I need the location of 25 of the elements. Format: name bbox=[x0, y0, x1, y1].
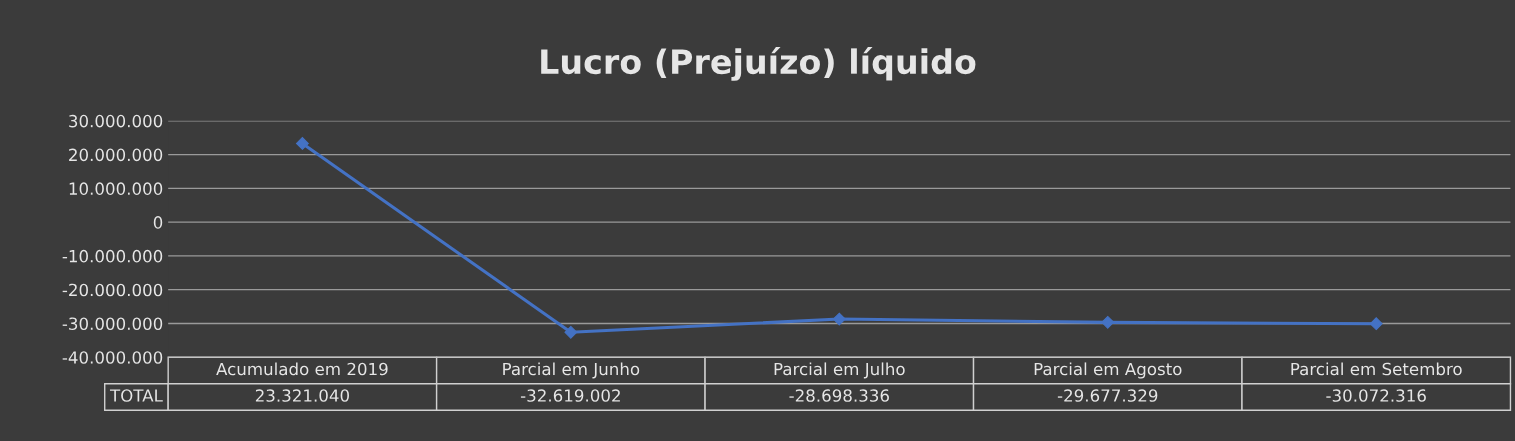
y-tick-label: 0 bbox=[153, 216, 163, 229]
chart-title: Lucro (Prejuízo) líquido bbox=[541, 47, 976, 81]
x-tick-label: Acumulado em 2019 bbox=[216, 362, 388, 376]
data-label: -32.619.002 bbox=[520, 389, 620, 402]
data-label: -30.072.316 bbox=[1326, 389, 1426, 402]
point bbox=[1369, 317, 1383, 331]
point bbox=[564, 325, 578, 339]
x-tick-label: Parcial em Junho bbox=[503, 362, 640, 379]
data-label: 23.321.040 bbox=[255, 389, 349, 402]
y-tick-label: -30.000.000 bbox=[62, 317, 163, 331]
point bbox=[832, 312, 846, 326]
x-tick-label: Parcial em Agosto bbox=[1034, 362, 1182, 379]
x-tick-label: Parcial em Julho bbox=[774, 362, 905, 379]
y-tick-label: -20.000.000 bbox=[62, 283, 163, 297]
y-tick-label: 10.000.000 bbox=[69, 182, 163, 195]
y-tick-label: -40.000.000 bbox=[62, 351, 163, 364]
data-label: -28.698.336 bbox=[789, 389, 889, 402]
y-tick-label: 20.000.000 bbox=[69, 148, 163, 162]
x-tick-label: Parcial em Setembro bbox=[1291, 362, 1462, 376]
point bbox=[295, 136, 309, 150]
point bbox=[1101, 315, 1115, 329]
text: TOTAL bbox=[109, 389, 163, 402]
y-tick-label: 30.000.000 bbox=[69, 114, 163, 128]
data-label: -29.677.329 bbox=[1057, 389, 1158, 402]
y-tick-label: -10.000.000 bbox=[62, 249, 163, 263]
